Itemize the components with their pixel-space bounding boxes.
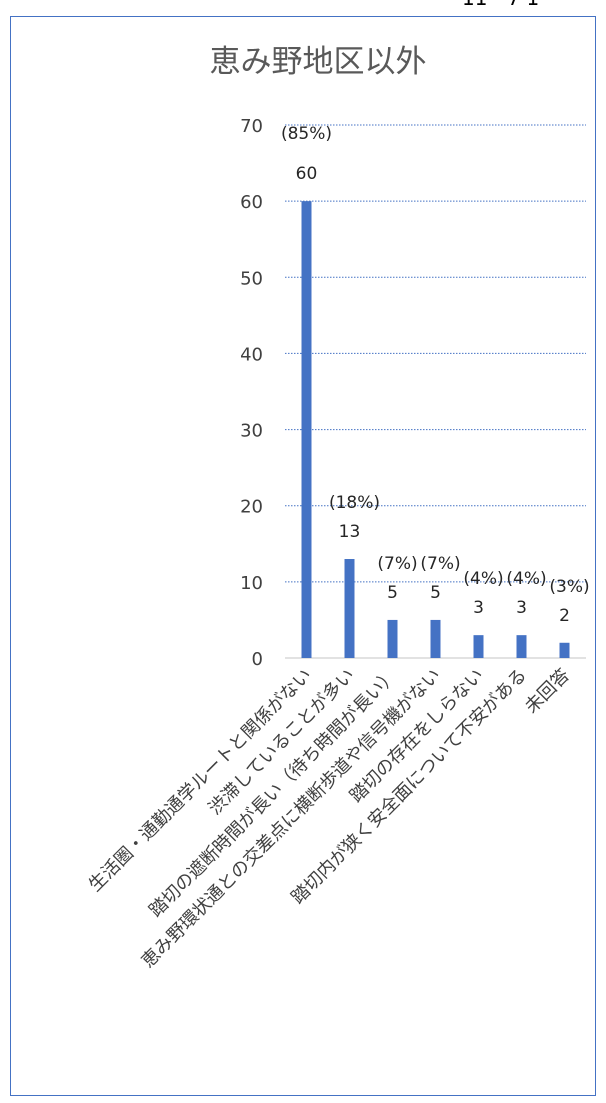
value-label: 5 (430, 583, 441, 603)
percent-label: (7%) (377, 554, 417, 574)
bar (430, 619, 441, 658)
percent-label: (3%) (549, 577, 589, 597)
page-number-fragment: 11 - 7 1 (462, 0, 539, 10)
value-label: 2 (559, 606, 570, 626)
bar (301, 201, 312, 658)
percent-label: (7%) (420, 554, 460, 574)
value-label: 3 (473, 598, 484, 618)
percent-label: (85%) (281, 124, 332, 144)
percent-label: (18%) (329, 493, 380, 513)
chart-title: 恵み野地区以外 (210, 44, 427, 80)
y-tick-label: 50 (240, 268, 263, 289)
category-label: 恵み野環状通との交差点に横断歩道や信号機がない (138, 665, 445, 972)
y-axis-ticks: 0 10 20 30 40 50 60 70 (240, 116, 263, 670)
bar (473, 635, 484, 658)
y-tick-label: 60 (240, 192, 263, 213)
y-tick-label: 0 (252, 649, 263, 670)
y-tick-label: 10 (240, 573, 263, 594)
percent-label: (4%) (463, 569, 503, 589)
bars (301, 201, 570, 658)
bar (344, 559, 355, 658)
value-label: 5 (387, 583, 398, 603)
x-axis-categories: 生活圏・通勤通学ルートと関係がない渋滞していることが多い踏切の遮断時間が長い（待… (85, 665, 574, 972)
y-tick-label: 70 (240, 116, 263, 137)
y-tick-label: 40 (240, 344, 263, 365)
y-tick-label: 20 (240, 497, 263, 518)
value-label: 3 (516, 598, 527, 618)
category-label: 未回答 (521, 665, 574, 718)
value-label: 13 (339, 522, 361, 542)
value-label: 60 (296, 164, 318, 184)
bar (516, 635, 527, 658)
chart-frame (10, 16, 596, 1096)
bar (559, 642, 570, 658)
y-tick-label: 30 (240, 421, 263, 442)
bar (387, 619, 398, 658)
data-labels: 60 (85%) 13 (18%) 5 (7%) 5 (7%) 3 (4%) 3 (4%) 2 (3%) (281, 124, 590, 626)
percent-label: (4%) (506, 569, 546, 589)
